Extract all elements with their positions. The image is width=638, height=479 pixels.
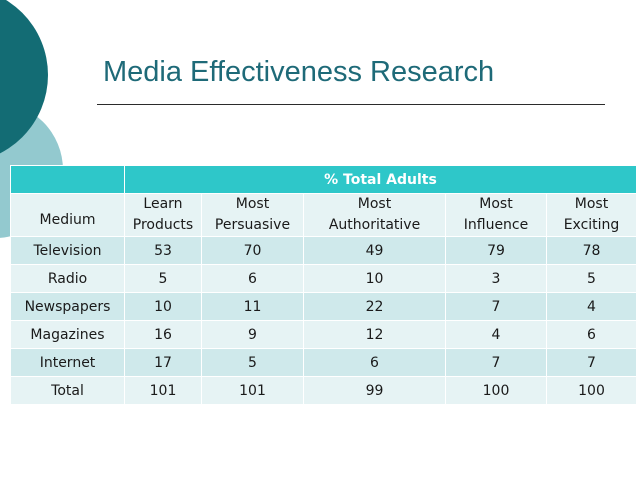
cell-value: 5 xyxy=(124,264,202,293)
cell-medium: Television xyxy=(10,236,125,265)
cell-value: 10 xyxy=(124,292,202,321)
table-row: Radio 5 6 10 3 5 xyxy=(10,264,637,293)
column-header-most-exciting: Most Exciting xyxy=(546,193,637,237)
cell-value: 17 xyxy=(124,348,202,377)
title-underline xyxy=(97,104,605,105)
cell-value: 10 xyxy=(303,264,446,293)
cell-value: 101 xyxy=(201,376,304,405)
cell-value: 11 xyxy=(201,292,304,321)
cell-value: 22 xyxy=(303,292,446,321)
cell-value: 6 xyxy=(546,320,637,349)
cell-medium: Internet xyxy=(10,348,125,377)
cell-value: 99 xyxy=(303,376,446,405)
deco-circle-dark xyxy=(0,0,48,154)
table-row: Internet 17 5 6 7 7 xyxy=(10,348,637,377)
cell-medium: Newspapers xyxy=(10,292,125,321)
cell-value: 7 xyxy=(546,348,637,377)
cell-value: 6 xyxy=(303,348,446,377)
cell-value: 100 xyxy=(546,376,637,405)
cell-value: 49 xyxy=(303,236,446,265)
column-header-most-authoritative: Most Authoritative xyxy=(303,193,446,237)
cell-value: 4 xyxy=(445,320,547,349)
cell-value: 9 xyxy=(201,320,304,349)
column-header-medium: Medium xyxy=(10,193,125,237)
media-effectiveness-table: % Total Adults Medium Learn Products Most… xyxy=(10,165,637,405)
table-row: Television 53 70 49 79 78 xyxy=(10,236,637,265)
cell-value: 79 xyxy=(445,236,547,265)
table-group-header-row: % Total Adults xyxy=(10,165,637,194)
cell-medium: Total xyxy=(10,376,125,405)
cell-value: 101 xyxy=(124,376,202,405)
cell-value: 70 xyxy=(201,236,304,265)
cell-value: 5 xyxy=(546,264,637,293)
cell-value: 100 xyxy=(445,376,547,405)
cell-medium: Magazines xyxy=(10,320,125,349)
cell-value: 78 xyxy=(546,236,637,265)
cell-value: 6 xyxy=(201,264,304,293)
cell-value: 4 xyxy=(546,292,637,321)
cell-value: 3 xyxy=(445,264,547,293)
cell-value: 5 xyxy=(201,348,304,377)
table-row: Magazines 16 9 12 4 6 xyxy=(10,320,637,349)
slide-title: Media Effectiveness Research xyxy=(103,56,495,88)
table-row-total: Total 101 101 99 100 100 xyxy=(10,376,637,405)
group-header-total-adults: % Total Adults xyxy=(124,165,637,194)
group-header-blank xyxy=(10,165,125,194)
column-header-most-influence: Most Influence xyxy=(445,193,547,237)
table-column-header-row: Medium Learn Products Most Persuasive Most… xyxy=(10,193,637,237)
column-header-learn-products: Learn Products xyxy=(124,193,202,237)
cell-value: 53 xyxy=(124,236,202,265)
cell-value: 12 xyxy=(303,320,446,349)
cell-value: 7 xyxy=(445,292,547,321)
cell-value: 7 xyxy=(445,348,547,377)
column-header-most-persuasive: Most Persuasive xyxy=(201,193,304,237)
cell-value: 16 xyxy=(124,320,202,349)
table-row: Newspapers 10 11 22 7 4 xyxy=(10,292,637,321)
cell-medium: Radio xyxy=(10,264,125,293)
